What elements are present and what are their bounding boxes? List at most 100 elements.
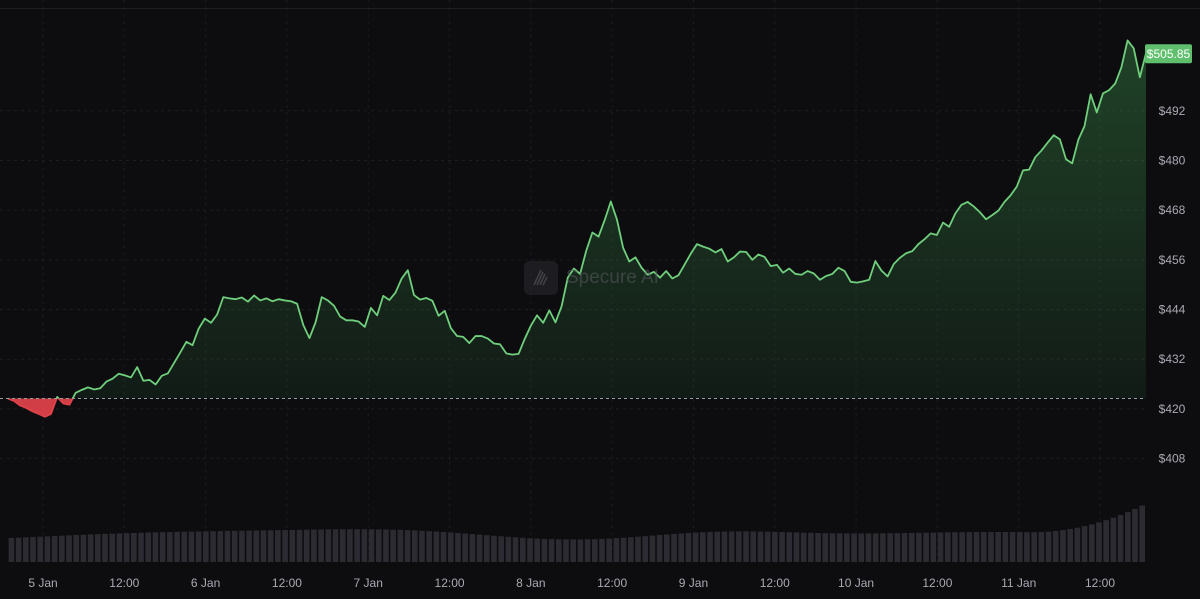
- x-tick-label: 12:00: [1085, 576, 1115, 590]
- volume-bar: [635, 536, 641, 562]
- volume-bar: [368, 529, 375, 562]
- volume-bar: [383, 529, 389, 562]
- volume-bar: [1016, 532, 1023, 562]
- price-line: [0, 39, 1147, 418]
- volume-bar: [606, 538, 613, 562]
- volume-bar: [239, 530, 245, 562]
- x-tick-label: 5 Jan: [28, 576, 57, 590]
- volume-bar: [548, 539, 555, 562]
- x-tick-label: 10 Jan: [838, 576, 874, 590]
- volume-bar: [1002, 531, 1009, 562]
- volume-bar: [296, 529, 303, 562]
- volume-bar: [491, 535, 497, 562]
- volume-bar: [512, 537, 519, 562]
- volume-bar: [563, 539, 569, 562]
- volume-bar: [959, 532, 965, 562]
- volume-bar: [23, 537, 29, 562]
- volume-bar: [246, 530, 252, 562]
- volume-bar: [757, 531, 764, 562]
- volume-bar: [649, 535, 656, 562]
- volume-bar: [1110, 517, 1117, 562]
- volume-bar: [37, 536, 44, 562]
- volume-bar: [15, 537, 22, 562]
- volume-bar: [102, 533, 108, 562]
- volume-bar: [109, 533, 116, 562]
- x-tick-label: 8 Jan: [516, 576, 545, 590]
- volume-bar: [131, 532, 137, 562]
- volume-bar: [440, 531, 447, 562]
- volume-bar: [592, 539, 598, 562]
- volume-bar: [728, 531, 735, 562]
- volume-bar: [210, 531, 216, 562]
- volume-bar: [908, 532, 915, 562]
- volume-bar: [541, 538, 548, 562]
- volume-bar: [311, 529, 317, 562]
- x-tick-label: 7 Jan: [354, 576, 383, 590]
- volume-bar: [231, 530, 238, 562]
- axes: $408 $420 $432 $444 $456 $468 $480 $492 5 Jan 12:…: [28, 104, 1185, 590]
- volume-bar: [426, 531, 432, 562]
- volume-bar: [404, 530, 411, 562]
- volume-bar: [700, 532, 706, 562]
- volume-bar: [188, 531, 195, 562]
- volume-bar: [527, 538, 533, 562]
- volume-bar: [599, 538, 605, 562]
- volume-bar: [347, 529, 353, 562]
- volume-bar: [714, 531, 721, 562]
- volume-bar: [1124, 512, 1131, 562]
- volume-bar: [944, 532, 951, 562]
- volume-bar: [411, 530, 418, 562]
- volume-bar: [829, 533, 836, 562]
- volume-bar: [260, 530, 267, 562]
- volume-bar: [462, 533, 468, 562]
- watermark: Specure AI: [524, 260, 659, 296]
- volume-bar: [80, 534, 87, 562]
- y-tick-label: $408: [1159, 452, 1186, 466]
- volume-bar: [195, 531, 202, 562]
- volume-bar: [44, 536, 51, 562]
- volume-bar: [397, 529, 404, 562]
- x-tick-label: 6 Jan: [191, 576, 220, 590]
- volume-bar: [872, 533, 879, 562]
- volume-bar: [887, 533, 893, 562]
- volume-bar: [570, 539, 576, 562]
- y-tick-label: $432: [1159, 352, 1186, 366]
- volume-bar: [361, 529, 368, 562]
- volume-bar: [1103, 520, 1109, 562]
- volume-bar: [289, 529, 296, 562]
- volume-bar: [707, 531, 713, 562]
- watermark-text: Specure AI: [566, 267, 659, 288]
- volume-bar: [483, 535, 490, 562]
- volume-bar: [555, 539, 562, 562]
- volume-bar: [253, 530, 260, 562]
- volume-bar: [1038, 531, 1045, 562]
- volume-bar: [966, 532, 973, 562]
- logo-fan-icon: [524, 261, 558, 295]
- volume-bar: [937, 532, 944, 562]
- volume-bar: [865, 533, 872, 562]
- volume-bar: [844, 533, 850, 562]
- volume-bar: [534, 538, 540, 562]
- price-area: [8, 40, 1146, 417]
- volume-bar: [930, 532, 937, 562]
- volume-bar: [1132, 508, 1138, 562]
- volume-bar: [822, 533, 829, 562]
- area-fill-down: [8, 398, 73, 417]
- volume-bar: [628, 537, 634, 562]
- volume-bar: [224, 530, 231, 562]
- volume-bar: [671, 533, 677, 562]
- volume-bar: [339, 529, 346, 562]
- volume-bar: [95, 534, 101, 562]
- volume-bar: [1052, 530, 1059, 562]
- volume-bar: [584, 539, 591, 562]
- x-tick-label: 12:00: [109, 576, 139, 590]
- volume-bar: [1009, 532, 1016, 562]
- volume-bar: [736, 531, 742, 562]
- volume-bar: [1060, 530, 1066, 562]
- volume-bar: [880, 533, 886, 562]
- volume-bar: [66, 535, 72, 562]
- volume-bar: [664, 534, 670, 562]
- last-price-marker: $505.85: [1145, 44, 1192, 64]
- volume-bar: [980, 532, 987, 562]
